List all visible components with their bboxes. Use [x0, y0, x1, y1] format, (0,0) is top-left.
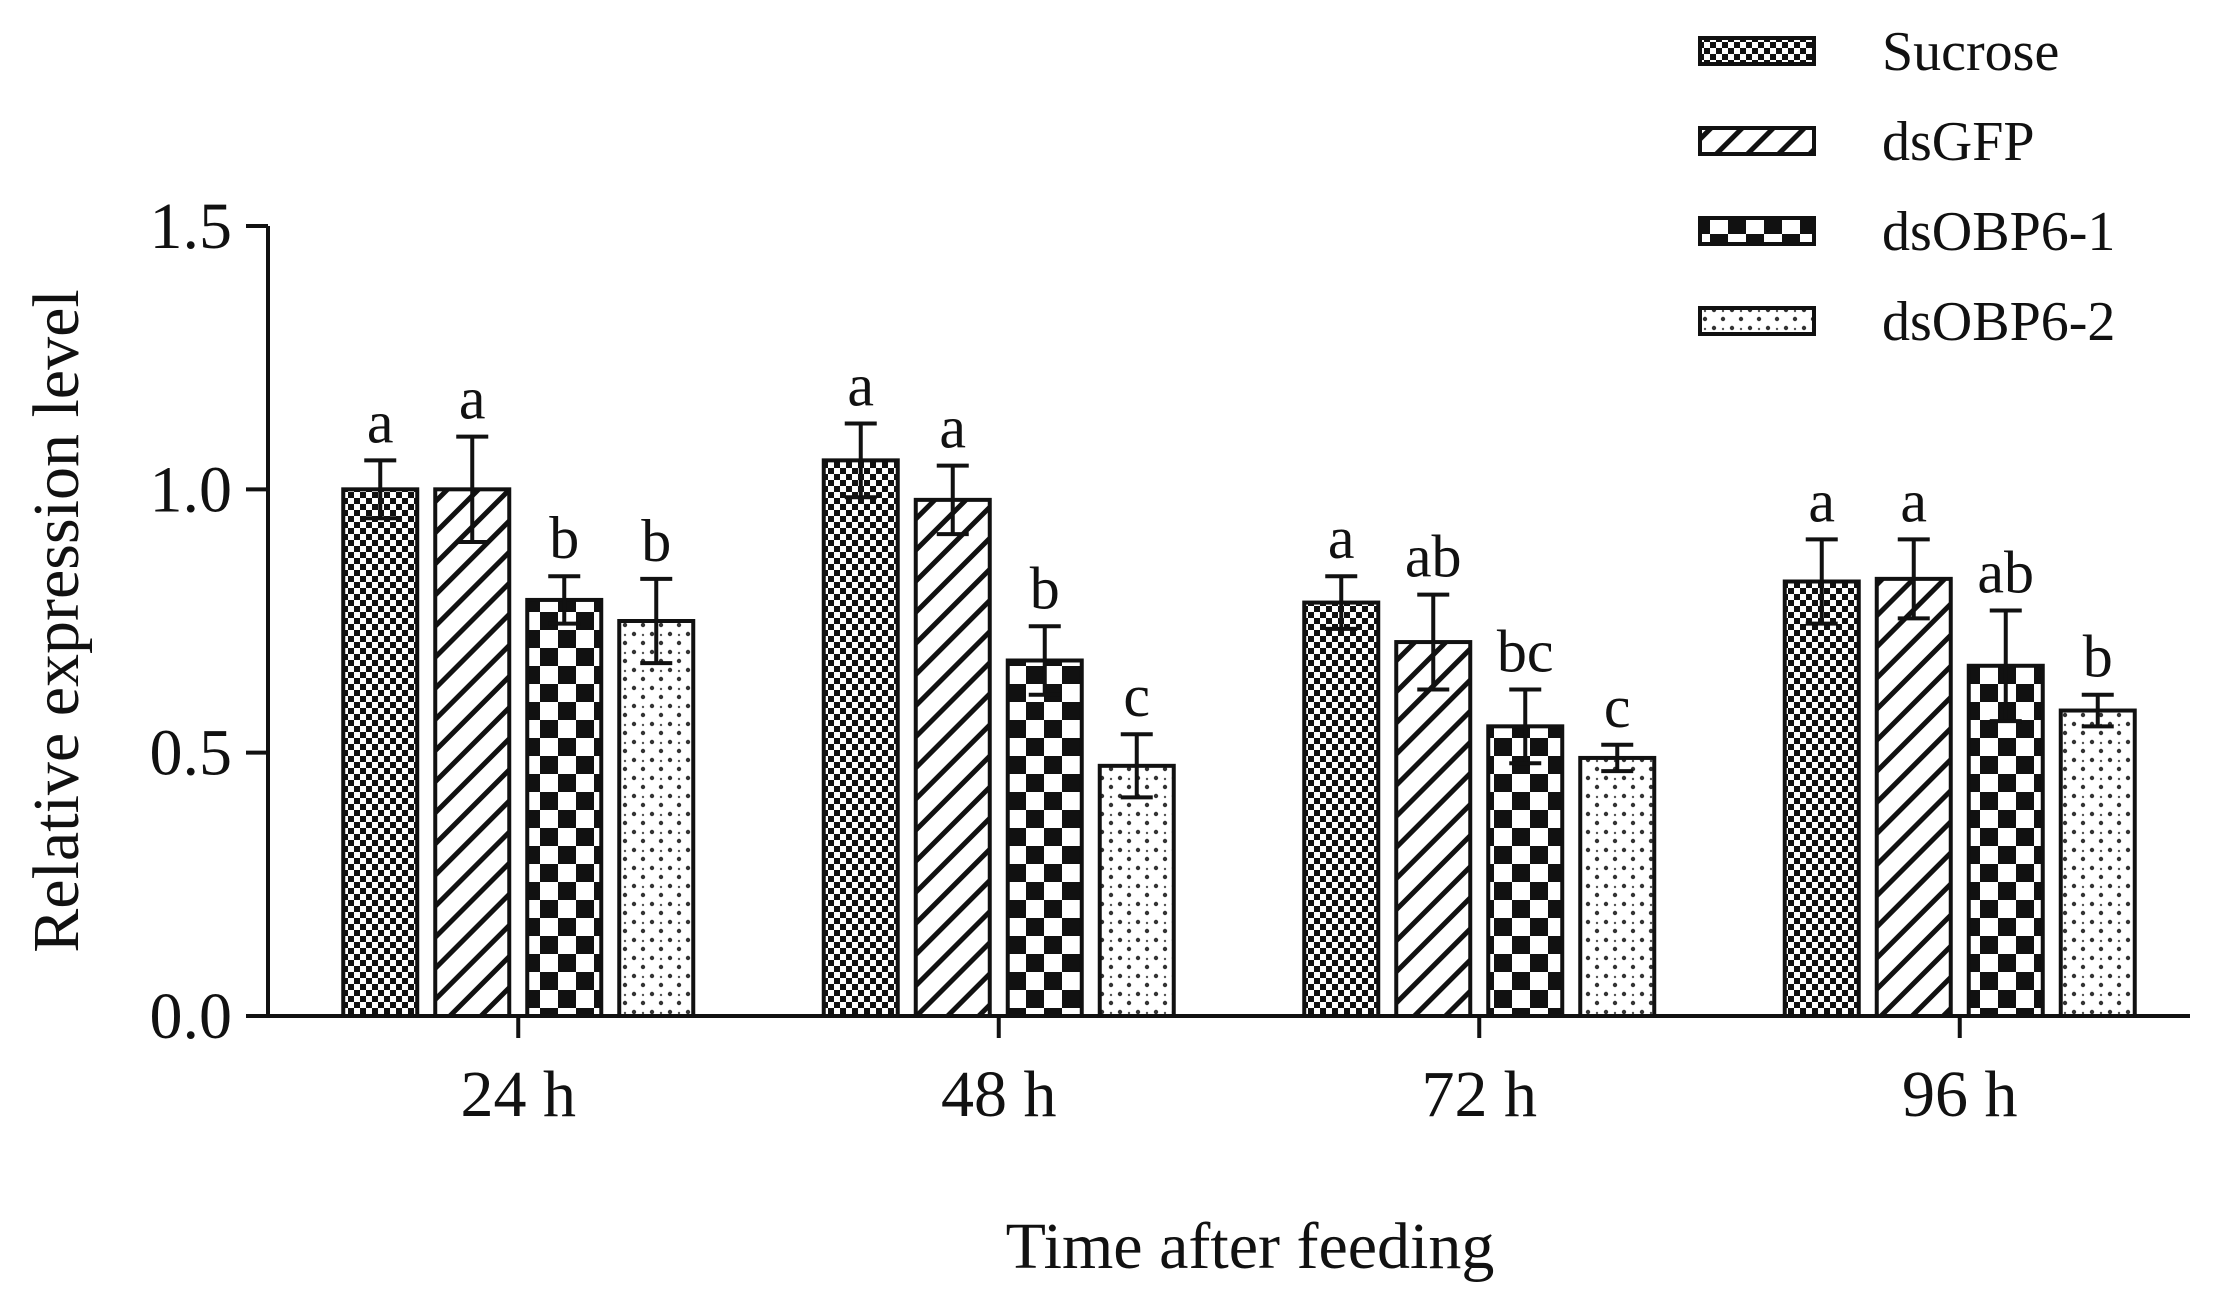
bar-dsobp6-2-96h	[2058, 708, 2137, 1018]
y-tick-label: 0.5	[150, 717, 233, 790]
legend-swatch-sucrose	[1698, 36, 1816, 66]
bar-sucrose-24h	[341, 487, 420, 1019]
legend-label-dsobp6-1: dsOBP6-1	[1882, 201, 2115, 263]
y-tick-label: 1.5	[150, 190, 233, 263]
bar-dsgfp-48h	[913, 497, 992, 1019]
significance-label: ab	[1977, 539, 2034, 605]
bar-dsobp6-1-96h	[1966, 663, 2045, 1018]
bar-dsgfp-24h	[433, 487, 512, 1019]
significance-label: a	[459, 366, 486, 432]
y-tick-label: 0.0	[150, 980, 233, 1053]
x-tick-label: 72 h	[1422, 1058, 1538, 1131]
legend: Sucrose dsGFP dsOBP6-1 dsOBP6-2	[1698, 21, 2115, 353]
significance-label: b	[549, 505, 579, 571]
y-axis-title: Relative expression level	[20, 289, 93, 952]
x-tick-label: 24 h	[461, 1058, 577, 1131]
significance-label: b	[641, 508, 671, 574]
significance-label: a	[847, 353, 874, 419]
significance-label: a	[1328, 505, 1355, 571]
significance-label: c	[1123, 663, 1150, 729]
bar-dsobp6-1-48h	[1005, 658, 1084, 1018]
x-axis-title: Time after feeding	[1006, 1210, 1495, 1283]
bar-dsgfp-72h	[1394, 640, 1473, 1018]
bar-dsobp6-2-48h	[1097, 763, 1176, 1018]
legend-label-dsgfp: dsGFP	[1882, 111, 2035, 173]
legend-label-sucrose: Sucrose	[1882, 21, 2059, 83]
significance-label: b	[1030, 555, 1060, 621]
significance-label: b	[2083, 624, 2113, 690]
legend-swatch-dsobp6-1	[1698, 216, 1816, 246]
bar-dsobp6-1-24h	[525, 597, 604, 1019]
significance-label: bc	[1497, 618, 1554, 684]
legend-label-dsobp6-2: dsOBP6-2	[1882, 291, 2115, 353]
significance-label: a	[1808, 468, 1835, 534]
bar-dsobp6-2-24h	[617, 619, 696, 1018]
x-tick-label: 48 h	[941, 1058, 1057, 1131]
significance-label: ab	[1405, 524, 1462, 590]
bar-dsobp6-1-72h	[1486, 724, 1565, 1018]
bar-sucrose-72h	[1302, 600, 1381, 1018]
x-tick-label: 96 h	[1902, 1058, 2018, 1131]
x-ticks: 24 h 48 h 72 h 96 h	[461, 1016, 2018, 1131]
bar-sucrose-96h	[1782, 579, 1861, 1018]
bar-dsgfp-96h	[1874, 576, 1953, 1018]
y-ticks: 0.0 0.5 1.0 1.5	[150, 190, 268, 1053]
bar-sucrose-48h	[821, 458, 900, 1019]
legend-swatch-dsgfp	[1698, 126, 1816, 156]
y-tick-label: 1.0	[150, 453, 233, 526]
bar-dsobp6-2-72h	[1578, 755, 1657, 1019]
significance-label: a	[367, 389, 394, 455]
significance-label: a	[1900, 468, 1927, 534]
legend-swatch-dsobp6-2	[1698, 306, 1816, 336]
significance-label: a	[939, 395, 966, 461]
significance-label: c	[1604, 674, 1631, 740]
